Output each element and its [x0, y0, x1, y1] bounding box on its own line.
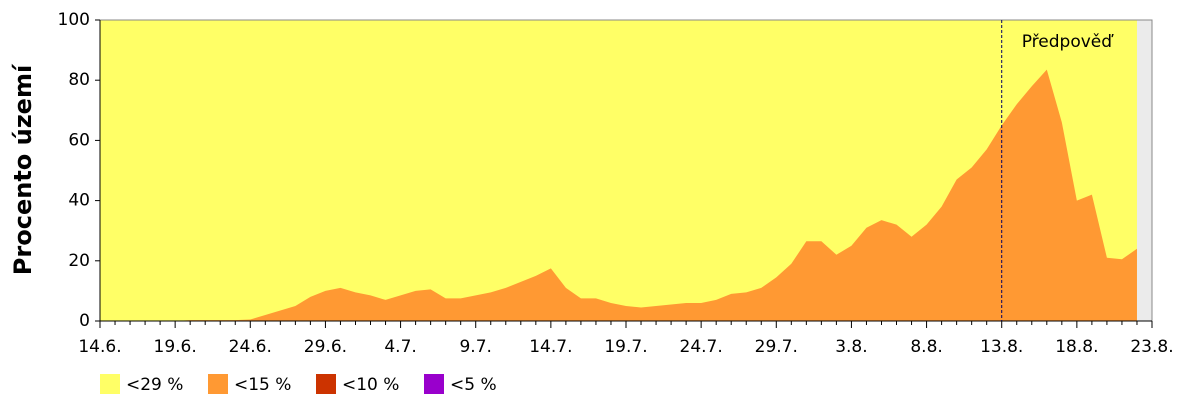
legend-label: <10 %	[342, 375, 399, 395]
y-tick-label: 0	[79, 311, 90, 331]
x-tick-label: 19.7.	[604, 337, 647, 357]
legend-label: <15 %	[234, 375, 291, 395]
x-tick-label: 4.7.	[384, 337, 416, 357]
legend-label: <29 %	[126, 375, 183, 395]
area	[100, 69, 1137, 321]
x-tick-label: 3.8.	[835, 337, 867, 357]
x-tick-label: 24.7.	[680, 337, 723, 357]
x-tick-label: 24.6.	[229, 337, 272, 357]
y-tick-label: 80	[68, 70, 90, 90]
y-tick-label: 20	[68, 251, 90, 271]
y-axis-label: Procento území	[9, 63, 37, 275]
x-tick-label: 29.6.	[304, 337, 347, 357]
legend-swatch	[424, 374, 444, 394]
legend-swatch	[208, 374, 228, 394]
x-tick-label: 18.8.	[1055, 337, 1098, 357]
x-tick-label: 9.7.	[459, 337, 491, 357]
y-tick-label: 100	[58, 10, 90, 30]
legend-swatch	[316, 374, 336, 394]
x-tick-label: 13.8.	[980, 337, 1023, 357]
x-tick-label: 8.8.	[910, 337, 942, 357]
y-tick-label: 40	[68, 191, 90, 211]
forecast-label: Předpověď	[1022, 32, 1115, 52]
legend-label: <5 %	[450, 375, 497, 395]
x-tick-label: 23.8.	[1130, 337, 1173, 357]
y-tick-label: 60	[68, 130, 90, 150]
x-tick-label: 14.7.	[529, 337, 572, 357]
legend-swatch	[100, 374, 120, 394]
x-tick-label: 29.7.	[755, 337, 798, 357]
x-tick-label: 14.6.	[78, 337, 121, 357]
x-tick-label: 19.6.	[154, 337, 197, 357]
